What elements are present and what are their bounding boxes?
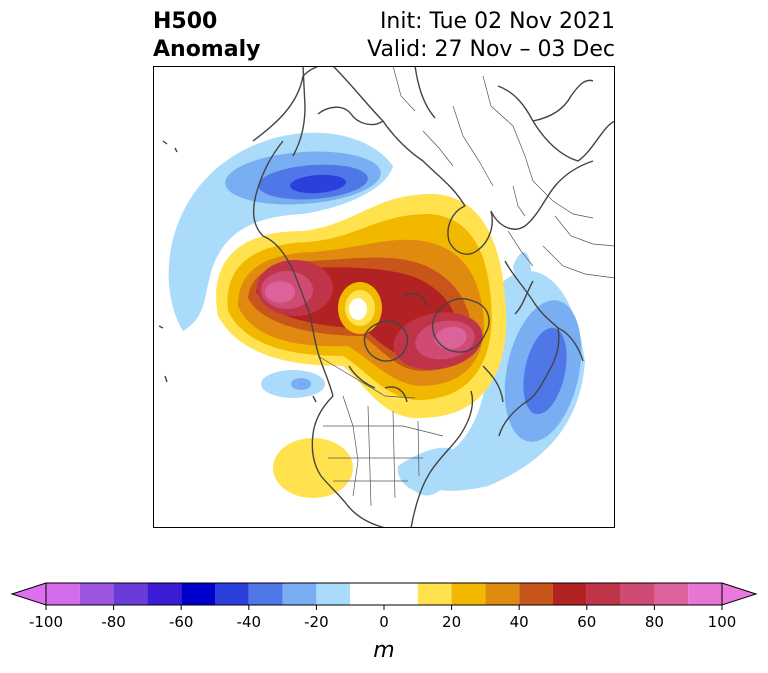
colorbar-bins: [10, 582, 758, 606]
colorbar-bin: [248, 583, 283, 605]
map-title-left: H500 Anomaly: [153, 8, 260, 64]
colorbar-extend-low: [10, 582, 47, 606]
colorbar-tick-label: 20: [442, 613, 461, 631]
colorbar-bin: [79, 583, 114, 605]
colorbar-tick-label: -40: [237, 613, 262, 631]
colorbar-bin: [519, 583, 553, 605]
political-borders: [317, 66, 615, 507]
colorbar-bin: [553, 583, 587, 605]
colorbar-bin: [46, 583, 80, 605]
colorbar-bin: [620, 583, 655, 605]
map-title-right: Init: Tue 02 Nov 2021 Valid: 27 Nov – 03…: [367, 8, 615, 64]
anomaly-map: [153, 66, 615, 528]
colorbar-tick-label: -60: [169, 613, 194, 631]
anomaly-siberia-trough: [168, 132, 393, 331]
anomaly-europe-trough: [421, 252, 585, 491]
colorbar-bin: [350, 583, 418, 605]
colorbar-bin: [181, 583, 215, 605]
valid-period-label: Valid: 27 Nov – 03 Dec: [367, 37, 615, 62]
colorbar-bin: [417, 583, 452, 605]
colorbar-tick-label: 100: [708, 613, 737, 631]
colorbar-bin: [688, 583, 722, 605]
colorbar-bin: [215, 583, 249, 605]
anomaly-pacific-weak-trough: [261, 370, 325, 398]
colorbar-tick-label: -80: [101, 613, 126, 631]
colorbar-bin: [316, 583, 351, 605]
colorbar-tick-label: -20: [304, 613, 329, 631]
colorbar-bin: [282, 583, 317, 605]
colorbar-tick-label: 40: [510, 613, 529, 631]
anomaly-pole-weak-center: [338, 282, 382, 334]
colorbar-bin: [586, 583, 621, 605]
colorbar-bin: [113, 583, 148, 605]
colorbar-tick-label: -100: [29, 613, 63, 631]
anomaly-sw-us-ridge: [273, 438, 353, 498]
colorbar-tick-label: 0: [379, 613, 389, 631]
colorbar-ticks: -100 -80 -60 -40 -20 0 20 40 60 80 100: [29, 605, 736, 631]
colorbar-units-label: m: [373, 638, 394, 663]
colorbar-tick-label: 60: [577, 613, 596, 631]
colorbar-bin: [654, 583, 689, 605]
colorbar: -100 -80 -60 -40 -20 0 20 40 60 80 100 m: [10, 582, 758, 663]
coastlines: [158, 66, 615, 528]
init-date-label: Init: Tue 02 Nov 2021: [379, 9, 615, 34]
anomaly-bering-ridge-core: [257, 260, 333, 316]
colorbar-bin: [485, 583, 520, 605]
map-frame: [153, 66, 615, 528]
title-line-field: Anomaly: [153, 37, 261, 62]
colorbar-bin: [147, 583, 182, 605]
title-line-variable: H500: [153, 9, 218, 34]
colorbar-extend-high: [721, 582, 758, 606]
colorbar-bin: [451, 583, 486, 605]
colorbar-tick-label: 80: [645, 613, 664, 631]
